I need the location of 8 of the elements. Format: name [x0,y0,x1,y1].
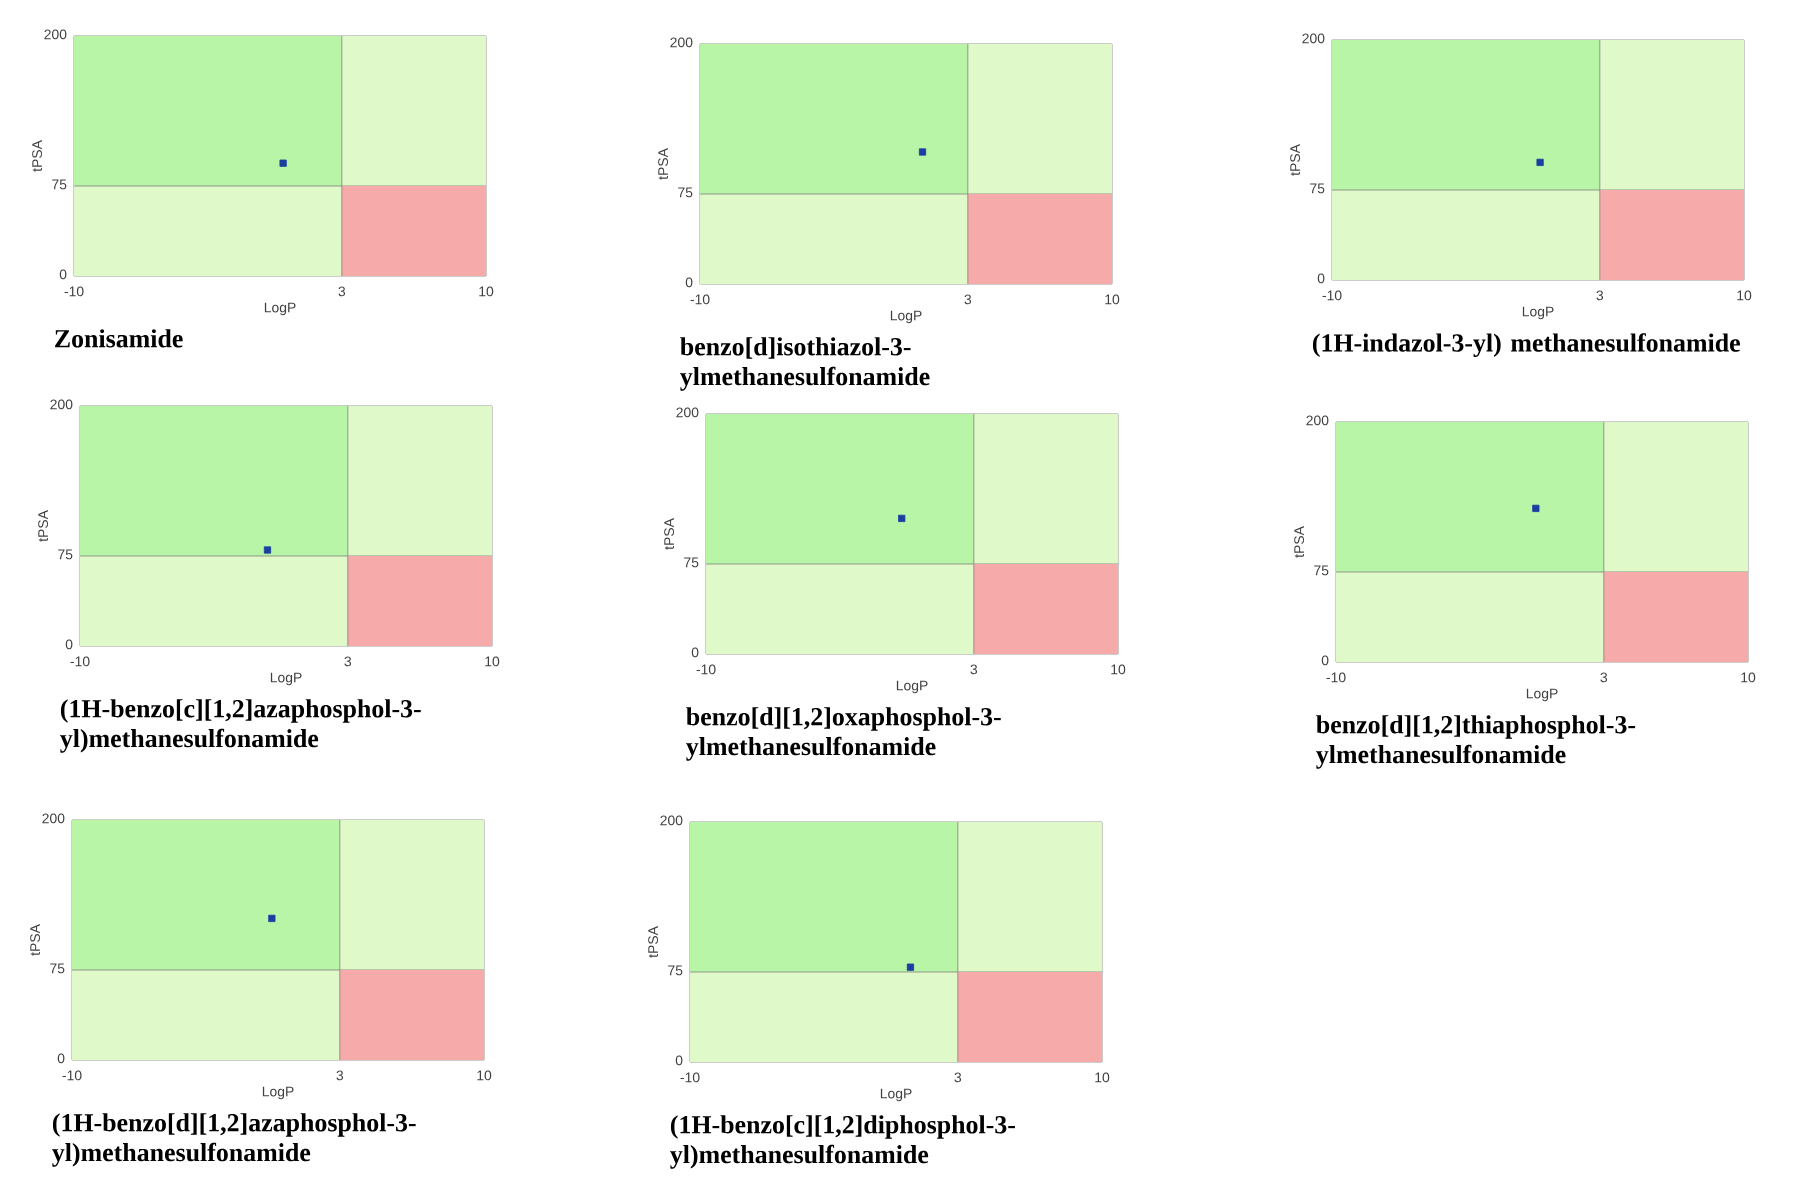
text: (1H-benzo[c][1,2]azaphosphol-3-yl)methanesulfonamide [60,699,421,753]
text: benzo[d]isothiazol-3-ylmethanesulfonamide [680,337,930,391]
text: Zonisamide [55,329,183,348]
text: benzo[d][1,2]oxaphosphol-3-ylmethanesulfonamide [686,707,1001,761]
text: (1H-benzo[c][1,2]diphosphol-3-yl)methanesulfonamide [670,1115,1015,1169]
text: benzo[d][1,2]thiaphosphol-3-ylmethanesulfonamide [1316,715,1636,769]
text: (1H-indazol-3-yl) methanesulfonamide [1312,333,1740,358]
text: (1H-benzo[d][1,2]azaphosphol-3-yl)methanesulfonamide [52,1113,416,1167]
